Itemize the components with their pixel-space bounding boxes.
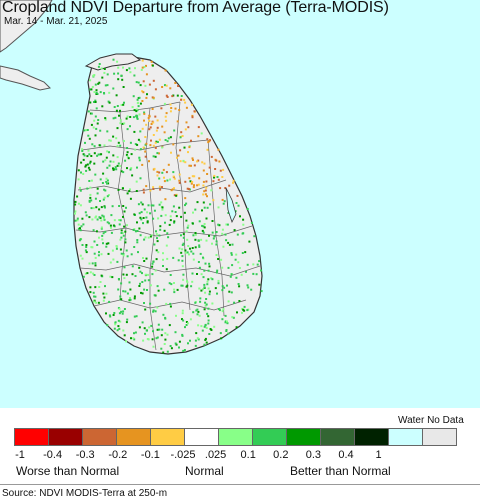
legend-normal-label: Normal: [185, 464, 224, 478]
legend-swatch: [14, 428, 49, 446]
legend-tick-label: 1: [375, 449, 382, 461]
mannar-coast: [0, 65, 52, 91]
legend-swatch: [150, 428, 185, 446]
source-note: Source: NDVI MODIS-Terra at 250-m: [2, 488, 168, 499]
legend-tick-label: 0.3: [305, 449, 322, 461]
legend-tick-label: -0.2: [108, 449, 128, 461]
legend-tick-label: -.025: [170, 449, 196, 461]
legend-better-label: Better than Normal: [290, 464, 391, 478]
legend-swatch: [218, 428, 253, 446]
east-lagoon: [225, 187, 237, 224]
legend-swatch: [184, 428, 219, 446]
legend-tick-label: -0.3: [75, 449, 95, 461]
legend-tick-label: 0.2: [273, 449, 289, 461]
legend-swatch: [82, 428, 117, 446]
india-coast: [0, 0, 53, 53]
legend-color-bar: [14, 428, 457, 446]
legend-swatch: [388, 428, 423, 446]
legend-swatch: [116, 428, 151, 446]
legend-swatch: [286, 428, 321, 446]
legend-tick-label: 0.1: [240, 449, 256, 461]
legend-worse-label: Worse than Normal: [16, 464, 120, 478]
sri-lanka-outline: [73, 55, 263, 355]
water-no-data-label: Water No Data: [398, 415, 464, 426]
legend-tick-label: 0.4: [338, 449, 354, 461]
legend-swatch: [422, 428, 457, 446]
legend-tick-label: .025: [204, 449, 227, 461]
map-date-range: Mar. 14 - Mar. 21, 2025: [4, 16, 108, 27]
legend-tick-label: -0.1: [140, 449, 160, 461]
map-title: Cropland NDVI Departure from Average (Te…: [2, 0, 389, 16]
legend-swatch: [252, 428, 287, 446]
legend-ticks: -1 -0.4 -0.3 -0.2 -0.1 -.025 .025 0.1 0.2 0.3 0.4 1: [0, 449, 480, 463]
legend-tick-label: -1: [15, 449, 25, 461]
map-area: Cropland NDVI Departure from Average (Te…: [0, 0, 480, 408]
legend-tick-label: -0.4: [43, 449, 63, 461]
sri-lanka-map: [0, 0, 263, 355]
ndvi-pixels: [74, 58, 263, 354]
legend-swatch: [354, 428, 389, 446]
legend-swatch: [320, 428, 355, 446]
legend-swatch: [48, 428, 83, 446]
footer-divider: [0, 484, 480, 485]
